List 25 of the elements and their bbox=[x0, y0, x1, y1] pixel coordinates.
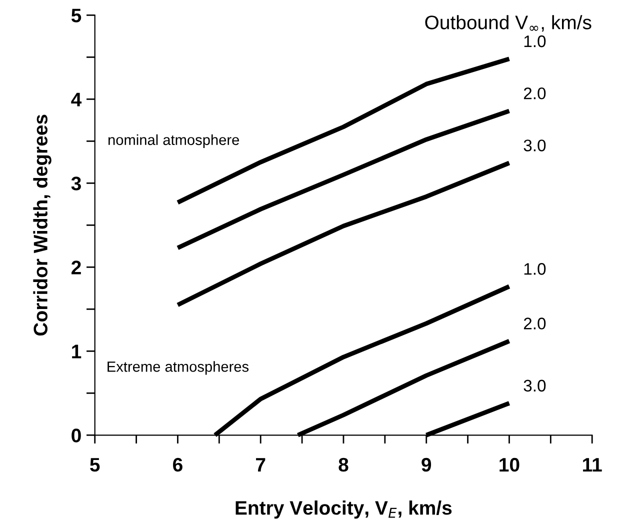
x-tick-label: 5 bbox=[90, 458, 100, 472]
y-tick-label: 0 bbox=[72, 428, 81, 442]
y-tick-label: 3 bbox=[71, 176, 81, 190]
annotation: Extreme atmospheres bbox=[108, 361, 249, 375]
series-label: 1.0 bbox=[524, 35, 546, 48]
y-axis-title: Corridor Width, degrees bbox=[33, 114, 52, 336]
x-axis-title: Entry Velocity, V$_{E}$, km/s bbox=[236, 500, 452, 519]
series-label: 2.0 bbox=[524, 87, 546, 100]
y-tick-label: 4 bbox=[71, 92, 82, 106]
x-tick-label: 6 bbox=[173, 458, 182, 472]
x-tick-label: 11 bbox=[583, 458, 602, 472]
y-tick-label: 5 bbox=[71, 8, 82, 22]
x-tick-label: 7 bbox=[256, 458, 266, 472]
annotation: nominal atmosphere bbox=[108, 134, 240, 148]
x-tick-label: 10 bbox=[500, 458, 520, 472]
x-tick-label: 8 bbox=[338, 458, 348, 472]
legend-title: Outbound V$_{∞}$, km/s bbox=[425, 15, 592, 32]
line-series bbox=[176, 160, 512, 308]
series-label: 3.0 bbox=[524, 140, 546, 152]
x-tick-label: 9 bbox=[422, 458, 432, 472]
series-label: 3.0 bbox=[524, 380, 546, 392]
series-label: 1.0 bbox=[524, 263, 546, 275]
y-tick-label: 1 bbox=[72, 344, 82, 358]
y-tick-label: 2 bbox=[72, 260, 81, 274]
series-label: 2.0 bbox=[524, 318, 546, 330]
